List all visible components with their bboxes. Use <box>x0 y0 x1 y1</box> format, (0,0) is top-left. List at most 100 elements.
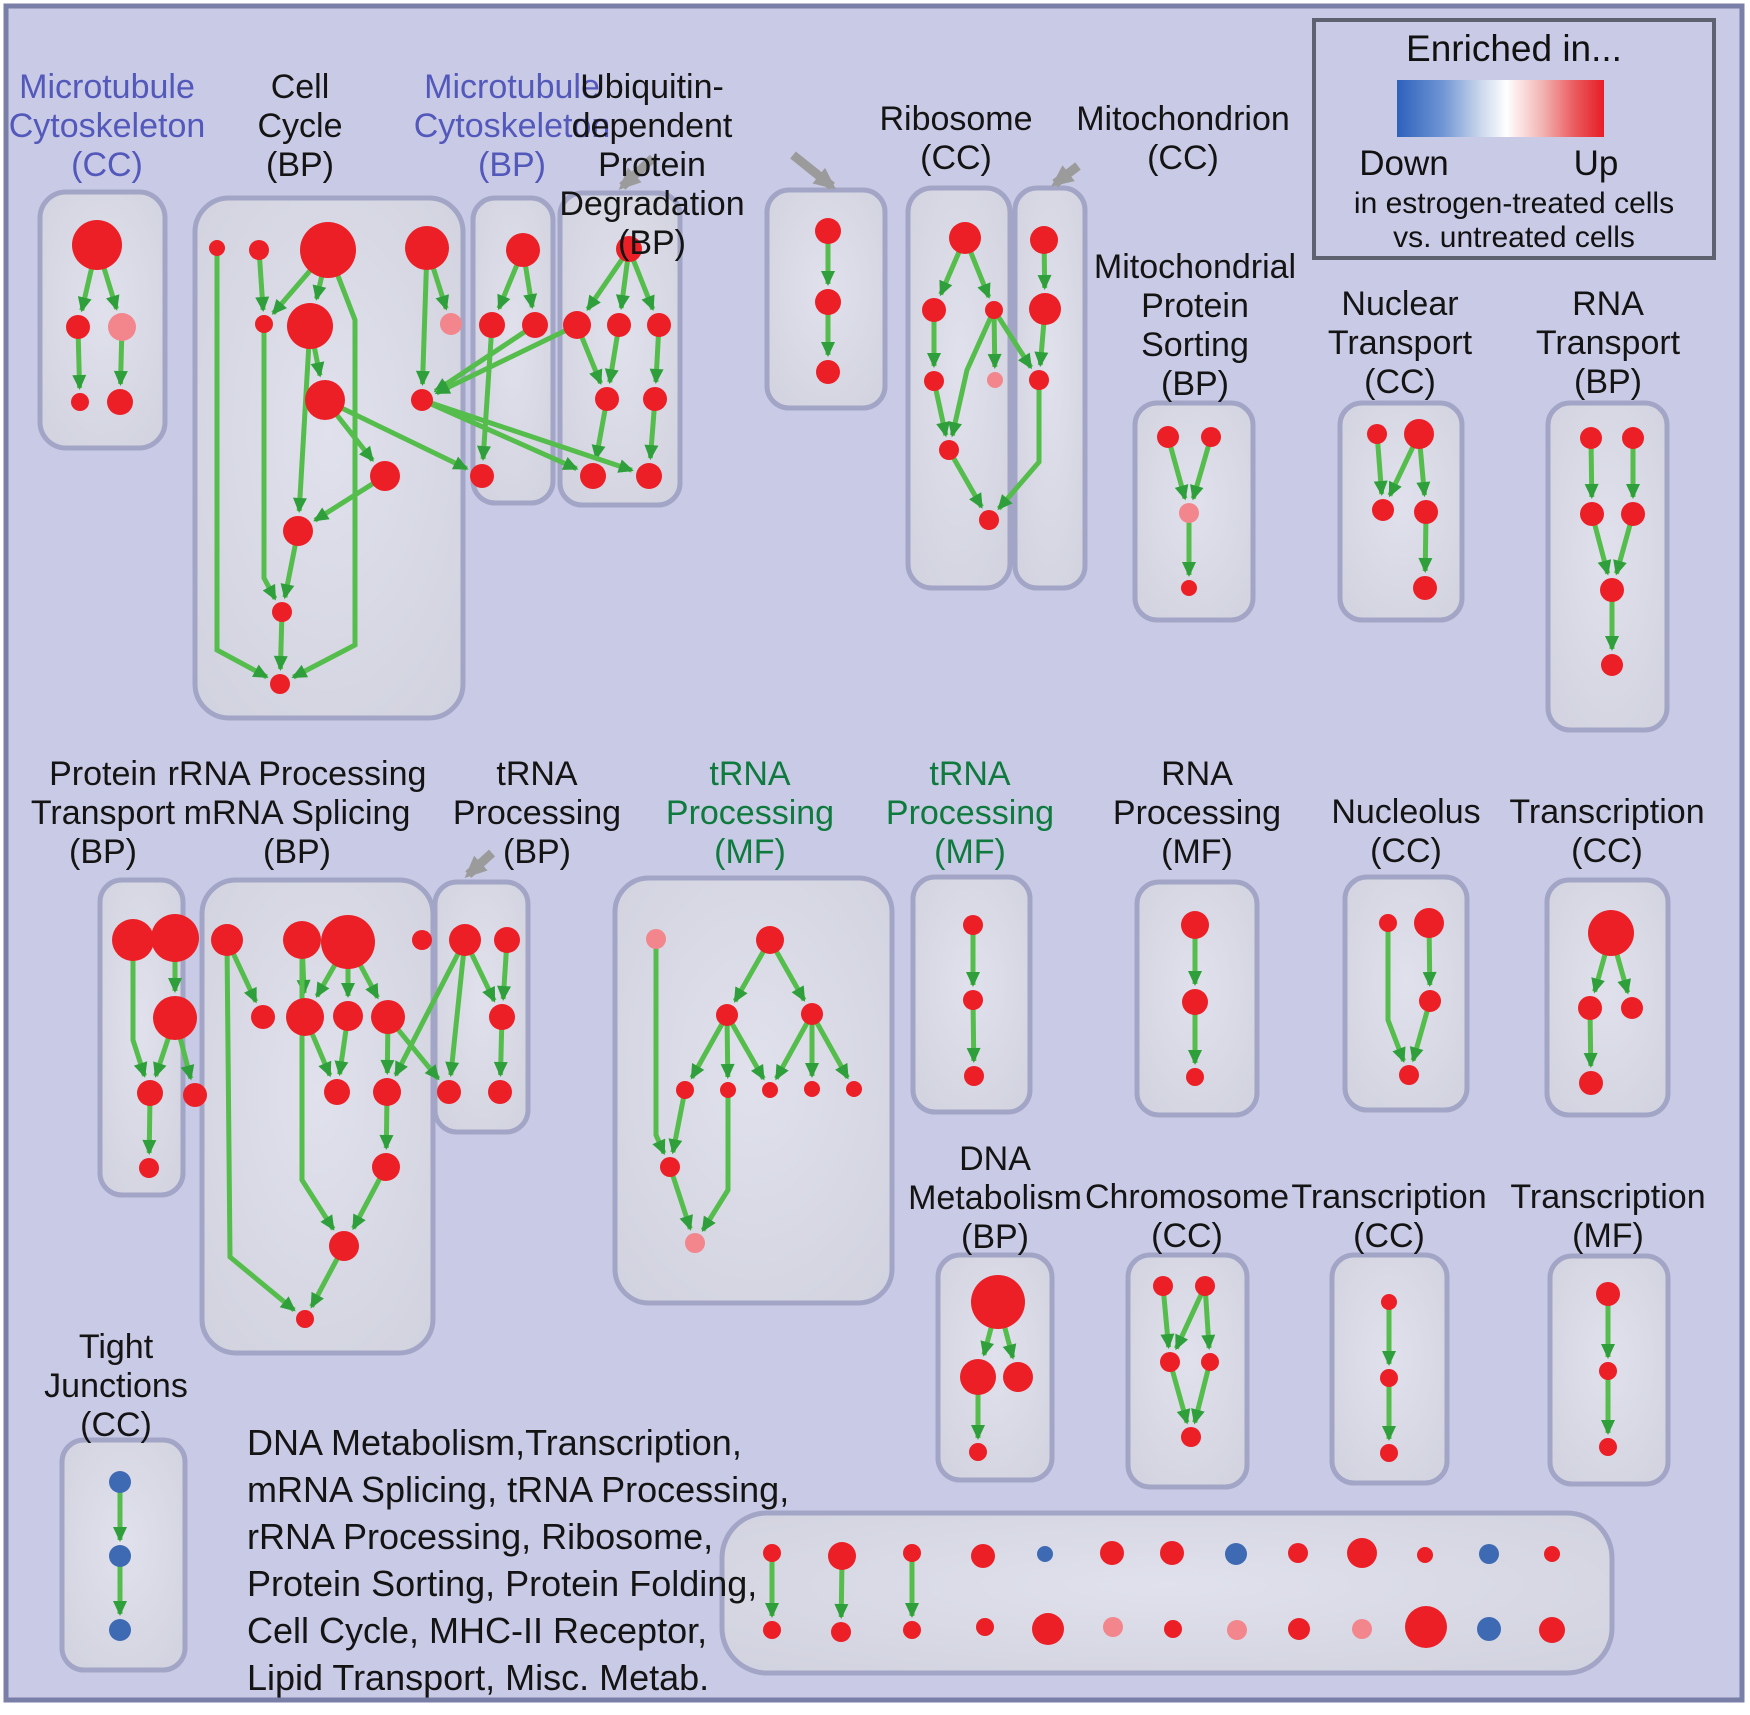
cluster-label-line: Mitochondrion <box>1076 100 1290 138</box>
shared-terms-note-line: Protein Sorting, Protein Folding, <box>247 1563 758 1604</box>
go-edge <box>493 1026 508 1077</box>
go-term-node <box>109 1619 131 1641</box>
cluster-label-rna-processing-mf: RNA Processing (MF) <box>1113 755 1281 872</box>
go-term-node <box>646 929 666 949</box>
go-term-node <box>211 924 243 956</box>
go-cross-edge <box>996 387 1042 511</box>
go-term-node <box>1588 910 1634 956</box>
go-edge <box>310 345 325 378</box>
go-edge <box>230 950 259 1004</box>
shared-terms-note-line: Lipid Transport, Misc. Metab. <box>247 1657 710 1698</box>
go-edge <box>77 265 95 313</box>
go-edge <box>1001 1324 1017 1360</box>
go-term-node <box>506 233 540 267</box>
cluster-box-microtubule-cytoskeleton-bp <box>470 195 556 506</box>
go-cross-edge <box>393 950 462 1077</box>
cluster-label-line: RNA <box>1161 755 1233 793</box>
go-term-node <box>815 218 841 244</box>
go-edge <box>980 1324 995 1357</box>
go-term-node <box>488 1080 512 1104</box>
go-term-node <box>1417 1547 1433 1563</box>
go-term-node <box>616 236 642 262</box>
go-edge <box>615 258 631 311</box>
cluster-box-chromosome-cc <box>1125 1252 1250 1490</box>
cluster-label-trna-processing-mf-1: tRNA Processing (MF) <box>666 755 834 872</box>
go-term-node <box>1003 1362 1033 1392</box>
go-term-node <box>1579 1071 1603 1095</box>
cluster-label-line: (BP) <box>1573 363 1642 401</box>
go-term-node <box>976 1618 994 1636</box>
go-term-node <box>1544 1546 1560 1562</box>
go-edge <box>309 1255 341 1309</box>
cluster-label-line: (CC) <box>1364 363 1436 401</box>
go-term-node <box>324 1079 350 1105</box>
go-term-node <box>1153 1276 1173 1296</box>
go-edge <box>522 263 538 310</box>
go-term-node <box>251 1005 275 1029</box>
go-term-node <box>1195 1276 1215 1296</box>
cluster-label-line: (BP) <box>1161 365 1229 403</box>
go-term-node <box>108 313 136 341</box>
go-term-node <box>333 1001 363 1031</box>
go-edge <box>113 337 128 386</box>
go-term-node <box>440 313 462 335</box>
go-cross-edge <box>995 313 1034 370</box>
go-term-node <box>1380 1369 1398 1387</box>
cluster-label-line: Transport <box>30 794 176 832</box>
go-term-node <box>270 674 290 694</box>
cluster-label-line: (CC) <box>920 139 992 177</box>
go-edge <box>1613 522 1634 576</box>
go-term-node <box>151 914 199 962</box>
go-edge <box>1387 443 1417 498</box>
go-edge <box>291 272 358 680</box>
go-term-node <box>112 919 154 961</box>
go-term-node <box>137 1080 163 1106</box>
go-term-node <box>1181 580 1197 596</box>
go-term-node <box>1479 1544 1499 1564</box>
go-term-node <box>449 924 481 956</box>
go-term-node <box>209 240 225 256</box>
go-term-node <box>964 1066 984 1086</box>
cluster-label-dna-metabolism-bp: DNA Metabolism (BP) <box>908 1140 1082 1257</box>
go-edge <box>1201 1292 1216 1350</box>
go-edge <box>630 257 656 312</box>
go-term-node <box>676 1081 694 1099</box>
go-term-node <box>1181 1427 1201 1447</box>
cluster-label-line: tRNA <box>709 755 791 793</box>
go-edge <box>1037 250 1052 290</box>
legend-caption-line1: in estrogen-treated cells <box>1353 187 1675 220</box>
go-term-node <box>1100 1541 1124 1565</box>
go-term-node <box>1181 911 1209 939</box>
go-edge <box>652 946 667 1156</box>
go-term-node <box>437 1080 461 1104</box>
go-term-node <box>1179 503 1199 523</box>
cluster-label-line: (MF) <box>934 833 1006 871</box>
go-term-node <box>716 1004 738 1026</box>
go-term-node <box>580 463 606 489</box>
cluster-label-line: (CC) <box>1370 832 1442 870</box>
go-edge <box>1160 1292 1175 1350</box>
cluster-label-line: Tight <box>78 1328 154 1366</box>
go-term-node <box>1157 426 1179 448</box>
go-term-node <box>412 930 432 950</box>
go-term-node <box>183 1083 207 1107</box>
nodes-layer <box>66 218 1645 1648</box>
shared-terms-note: DNA Metabolism,Transcription, mRNA Splici… <box>247 1419 789 1701</box>
go-term-node <box>1404 419 1434 449</box>
go-term-node <box>1103 1617 1123 1637</box>
go-term-node <box>1379 914 1397 932</box>
go-term-node <box>405 226 449 270</box>
go-term-node <box>1201 427 1221 447</box>
go-edge <box>380 1030 395 1075</box>
go-term-node <box>1347 1538 1377 1568</box>
cluster-label-line: (MF) <box>714 833 786 871</box>
cluster-label-line: (BP) <box>502 833 571 871</box>
cluster-label-line: tRNA <box>496 755 578 793</box>
cluster-label-line: (CC) <box>1571 832 1643 870</box>
go-edge <box>1174 1291 1205 1351</box>
legend-caption-line2: vs. untreated cells <box>1393 221 1635 254</box>
cluster-label-microtubule-cytoskeleton-bp: Microtubule Cytoskeleton (BP) <box>414 68 611 185</box>
legend-down-label: Down <box>1359 144 1449 183</box>
go-edge <box>604 333 621 385</box>
cluster-label-line: mRNA Splicing <box>183 794 411 832</box>
